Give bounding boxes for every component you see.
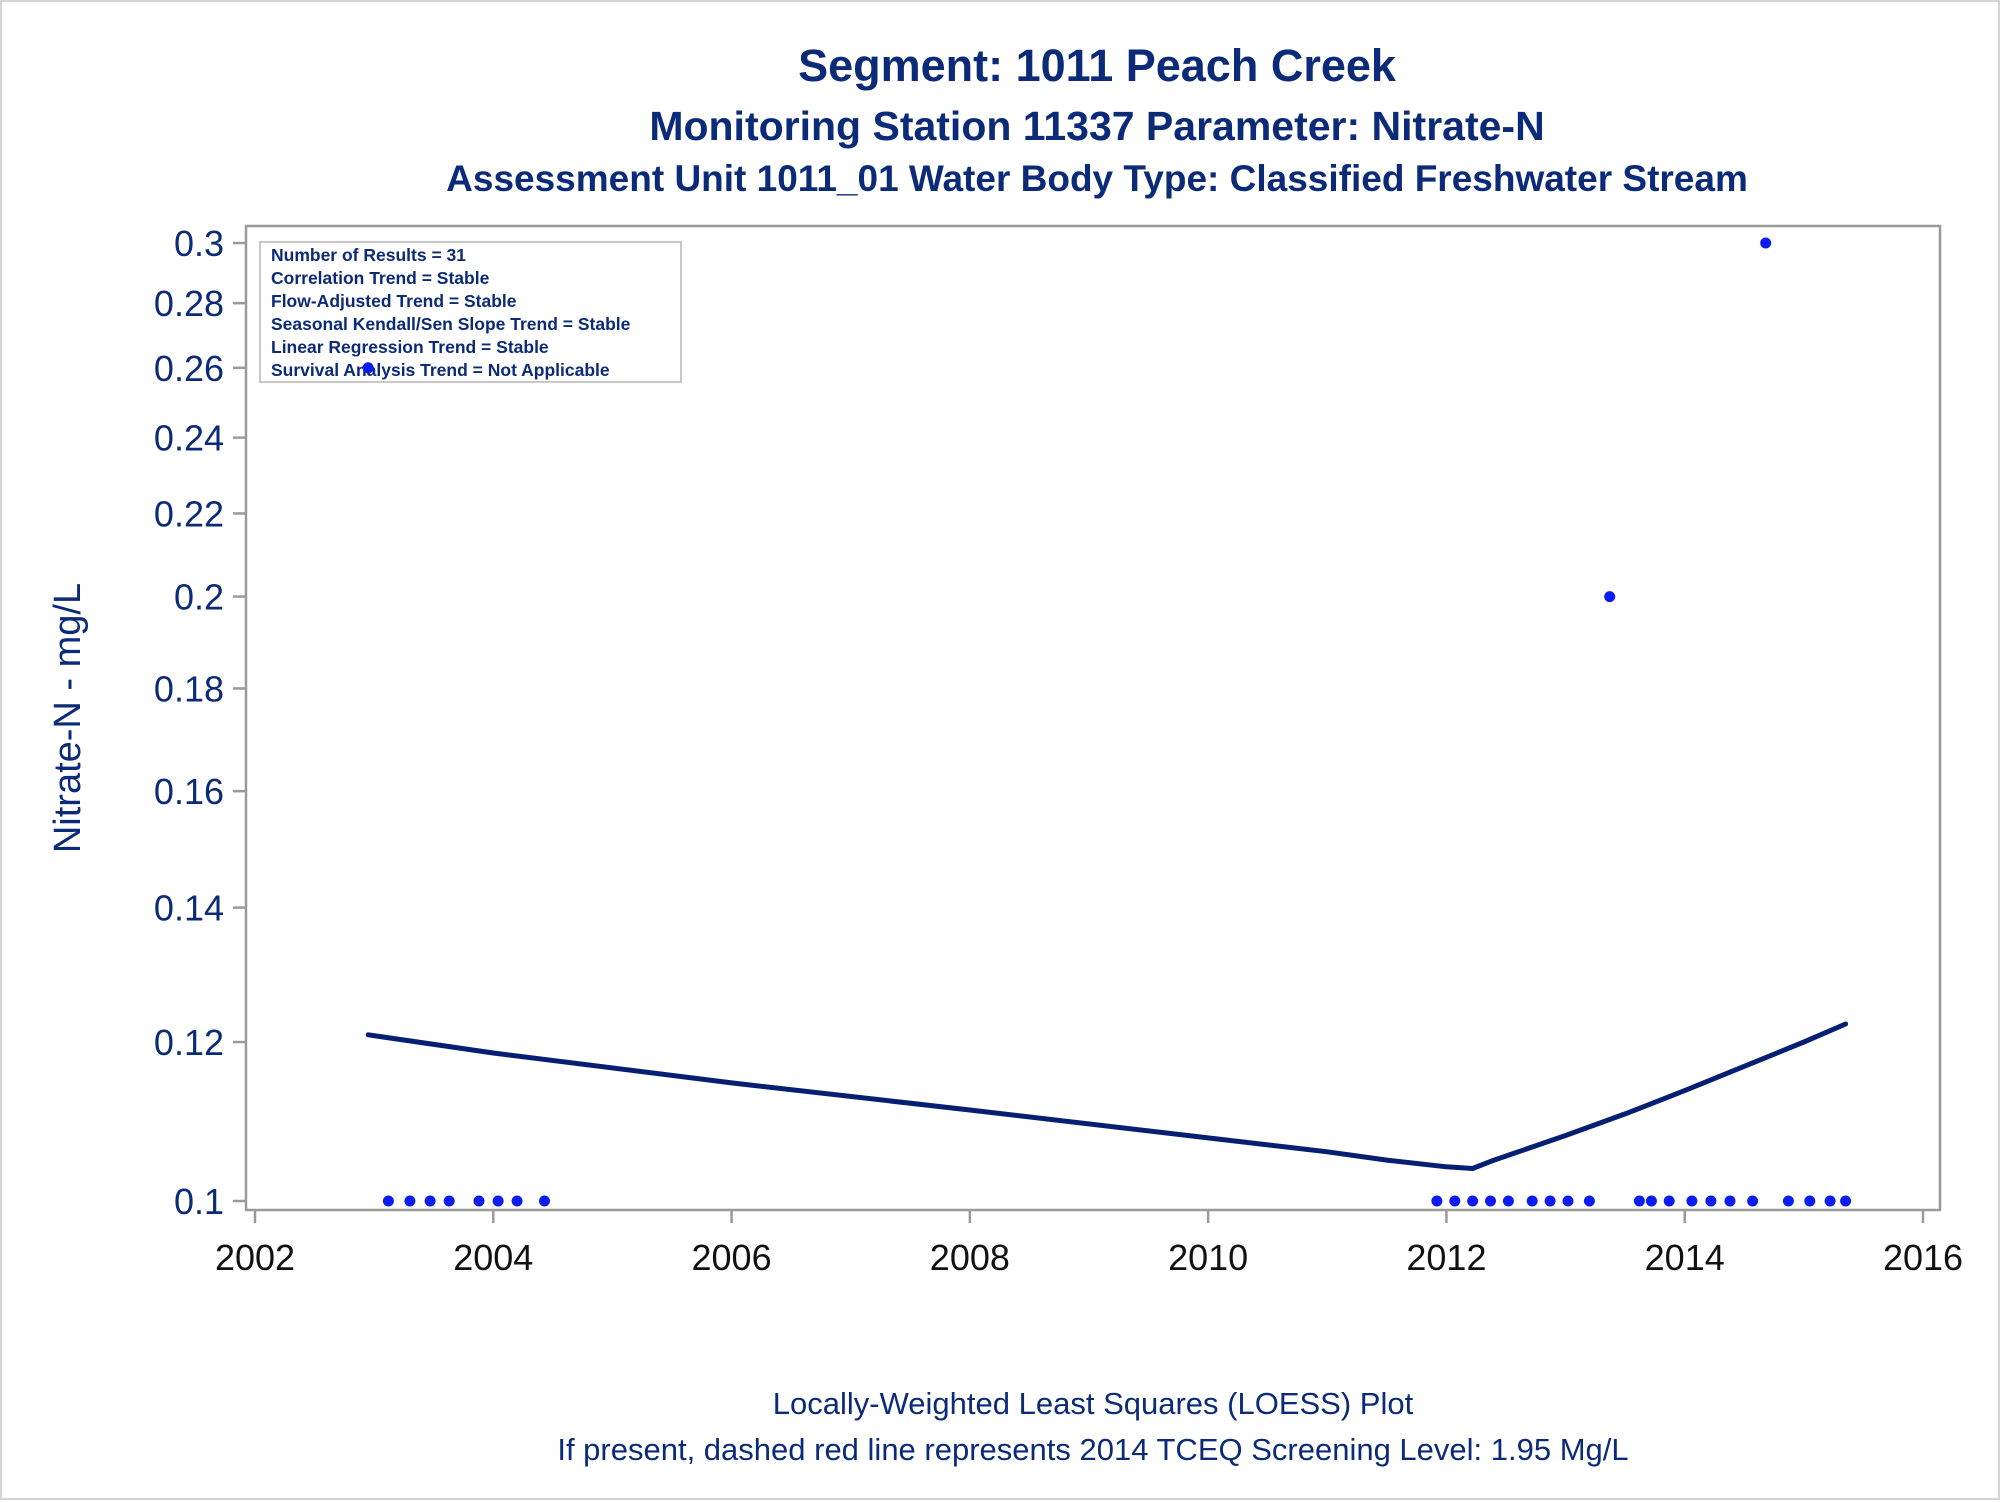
data-point	[1760, 237, 1772, 249]
y-tick-label: 0.28	[154, 283, 224, 324]
data-point	[1526, 1195, 1538, 1207]
y-tick-label: 0.1	[174, 1181, 224, 1222]
data-point	[1449, 1195, 1461, 1207]
y-tick-label: 0.16	[154, 771, 224, 812]
data-point	[1431, 1195, 1443, 1207]
x-tick-label: 2012	[1406, 1237, 1486, 1278]
chart-subtitle: Monitoring Station 11337 Parameter: Nitr…	[649, 103, 1544, 149]
data-point	[1633, 1195, 1645, 1207]
data-point	[539, 1195, 550, 1207]
data-point	[1604, 591, 1616, 603]
y-tick-label: 0.18	[154, 668, 224, 709]
data-point	[1705, 1195, 1717, 1207]
x-tick-label: 2016	[1883, 1237, 1963, 1278]
y-tick-label: 0.26	[154, 348, 224, 389]
y-axis: 0.1 0.12 0.14 0.16 0.18 0.2 0.22 0.24 0.26 0.28 0.…	[154, 223, 246, 1222]
data-point	[424, 1195, 436, 1207]
data-point	[1562, 1195, 1574, 1207]
chart-title: Segment: 1011 Peach Creek	[798, 40, 1397, 91]
data-point	[473, 1195, 485, 1207]
x-tick-label: 2014	[1645, 1237, 1725, 1278]
data-point	[1824, 1195, 1836, 1207]
data-point	[1747, 1195, 1759, 1207]
data-point	[443, 1195, 455, 1207]
y-tick-label: 0.12	[154, 1022, 224, 1063]
data-point	[492, 1195, 504, 1207]
data-point	[404, 1195, 416, 1207]
y-tick-label: 0.3	[174, 223, 224, 264]
plot-area	[244, 224, 1942, 1212]
data-point	[1782, 1195, 1794, 1207]
data-point	[1840, 1195, 1852, 1207]
stats-line: Number of Results = 31	[271, 245, 466, 265]
data-point	[382, 1195, 394, 1207]
data-point	[1502, 1195, 1514, 1207]
data-point	[1467, 1195, 1479, 1207]
data-points	[362, 237, 1852, 1207]
stats-line: Flow-Adjusted Trend = Stable	[271, 291, 517, 311]
x-tick-label: 2004	[453, 1237, 533, 1278]
loess-line	[365, 1021, 1849, 1171]
y-tick-label: 0.24	[154, 418, 224, 459]
stats-line: Seasonal Kendall/Sen Slope Trend = Stabl…	[271, 314, 631, 334]
data-point	[1583, 1195, 1595, 1207]
x-tick-label: 2006	[692, 1237, 772, 1278]
data-point	[362, 362, 374, 374]
footnote-screening-level: If present, dashed red line represents 2…	[557, 1432, 1628, 1467]
data-point	[1804, 1195, 1816, 1207]
stats-line: Survival Analysis Trend = Not Applicable	[271, 360, 610, 380]
stats-box: Number of Results = 31 Correlation Trend…	[259, 241, 682, 383]
data-point	[1485, 1195, 1496, 1207]
y-tick-label: 0.22	[154, 493, 224, 534]
x-tick-label: 2002	[215, 1237, 295, 1278]
data-point	[511, 1195, 523, 1207]
y-tick-label: 0.14	[154, 888, 224, 929]
loess-series	[365, 1021, 1849, 1171]
x-tick-label: 2008	[930, 1237, 1010, 1278]
y-tick-label: 0.2	[174, 577, 224, 618]
data-point	[1544, 1195, 1556, 1207]
x-axis: 2002 2004 2006 2008 2010 2012 2014 2016	[215, 1210, 1963, 1278]
footnote-loess: Locally-Weighted Least Squares (LOESS) P…	[773, 1386, 1414, 1421]
data-point	[1686, 1195, 1698, 1207]
data-point	[1645, 1195, 1657, 1207]
x-tick-label: 2010	[1168, 1237, 1248, 1278]
stats-line: Correlation Trend = Stable	[271, 268, 490, 288]
chart-subtitle-2: Assessment Unit 1011_01 Water Body Type:…	[446, 158, 1748, 199]
stats-line: Linear Regression Trend = Stable	[271, 337, 549, 357]
data-point	[1663, 1195, 1675, 1207]
y-axis-label: Nitrate-N - mg/L	[47, 583, 89, 853]
stats-box-border	[259, 241, 682, 383]
data-point	[1724, 1195, 1736, 1207]
